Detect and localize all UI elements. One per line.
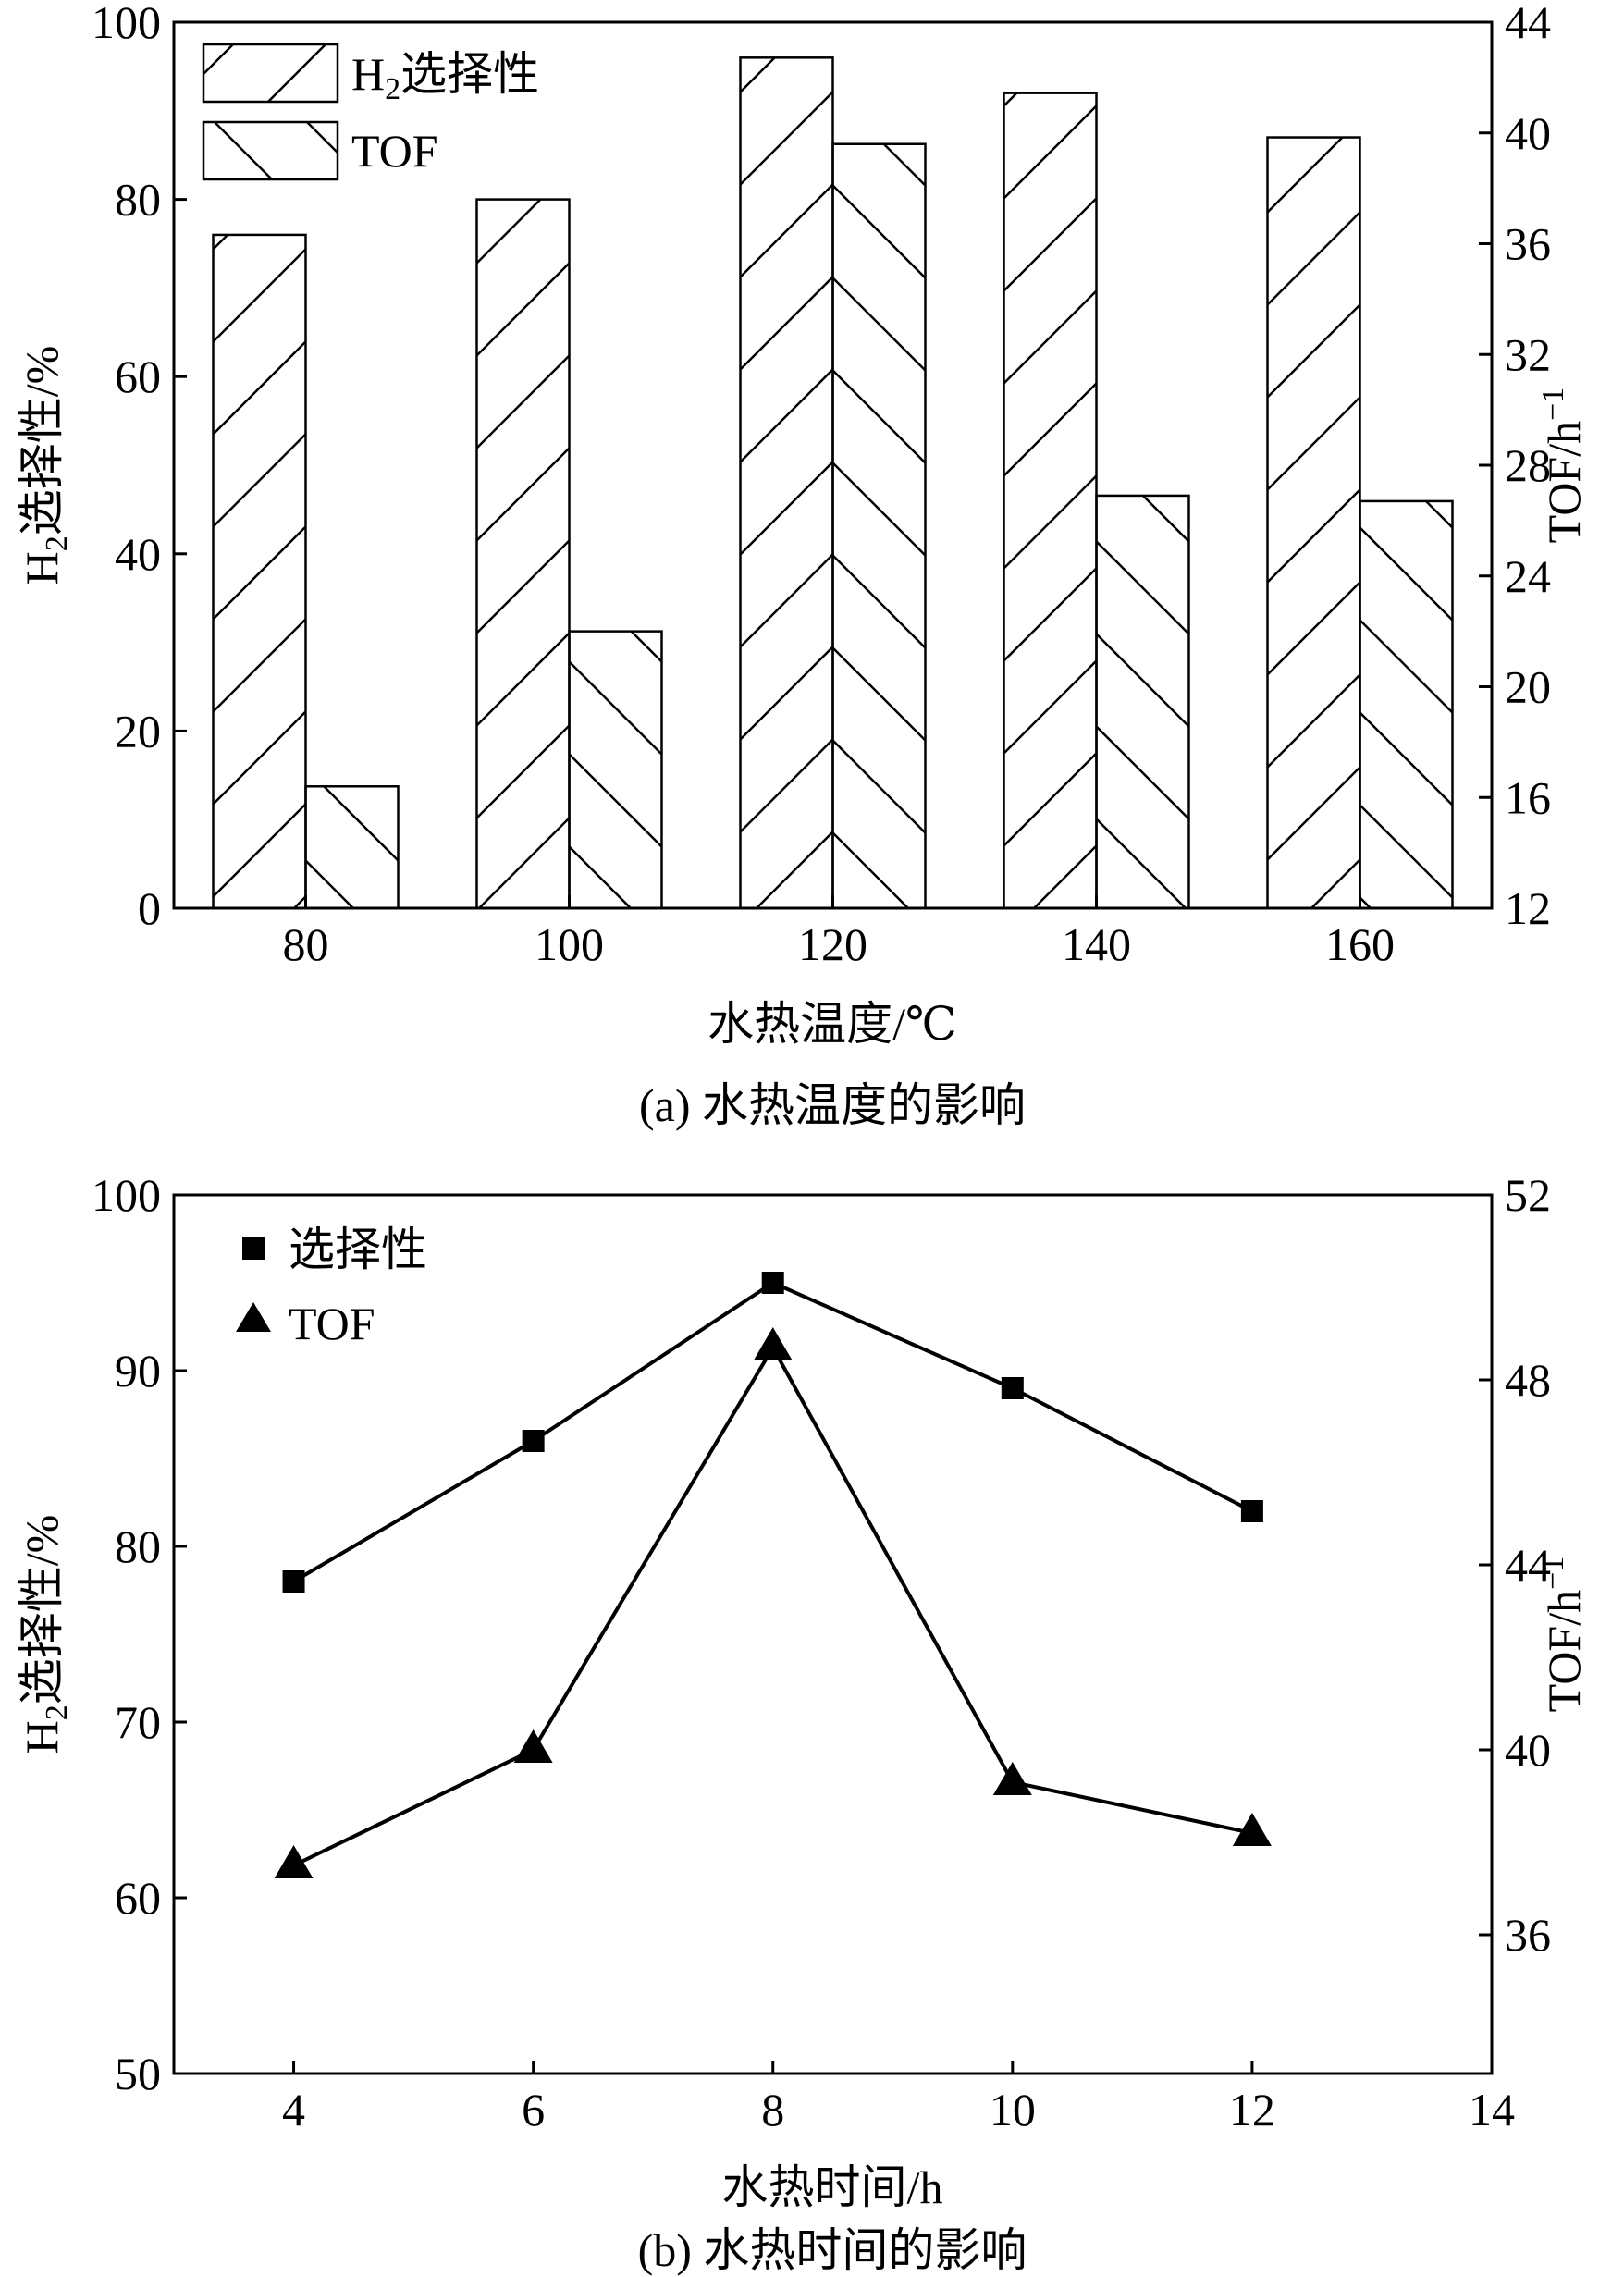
point-tof-10 <box>992 1762 1032 1795</box>
b-x-tick-label: 6 <box>522 2084 545 2135</box>
b-y2-tick-label: 52 <box>1505 1169 1551 1221</box>
a-y-tick-label: 0 <box>138 882 161 934</box>
bar-h2-selectivity-140 <box>1003 92 1098 910</box>
panel-a-bars <box>212 56 1454 910</box>
a-x-tick-label: 140 <box>1062 918 1131 970</box>
panel-b-lines <box>274 1272 1272 1878</box>
a-x-tick-label: 120 <box>798 918 867 970</box>
point-selectivity-4 <box>282 1570 305 1593</box>
a-y-tick-label: 40 <box>115 528 161 580</box>
bar-tof-160 <box>1359 499 1454 910</box>
a-y2-tick-label: 12 <box>1505 882 1551 934</box>
a-y2-tick-label: 40 <box>1505 107 1551 159</box>
a-x-tick-label: 160 <box>1325 918 1395 970</box>
point-selectivity-8 <box>761 1272 784 1294</box>
panel-b-legend: 选择性 TOF <box>236 1224 427 1349</box>
legend-label-tof: TOF <box>289 1298 375 1349</box>
a-y-tick-label: 20 <box>115 705 161 757</box>
a-x-tick-label: 100 <box>535 918 604 970</box>
legend-label-h2-selectivity: H2选择性 <box>351 48 539 106</box>
panel-a-temperature: 80 100 120 140 160 0 20 40 60 80 100 12 16 20 24 28 32… <box>16 0 1590 1131</box>
b-y-tick-label: 80 <box>115 1520 161 1572</box>
panel-b-y-ticks: 50 60 70 80 90 100 <box>92 1169 187 2099</box>
bar-tof-80 <box>304 785 400 910</box>
bar-tof-120 <box>831 142 927 910</box>
a-y2-tick-label: 24 <box>1505 550 1551 602</box>
panel-b-x-ticks: 4 6 8 10 12 14 <box>282 2061 1515 2135</box>
b-x-tick-label: 14 <box>1469 2084 1515 2135</box>
panel-b-y2-axis-title: TOF/h−1 <box>1536 1557 1590 1713</box>
a-y-tick-label: 80 <box>115 174 161 226</box>
b-y-tick-label: 90 <box>115 1345 161 1397</box>
legend-label-selectivity: 选择性 <box>289 1224 427 1275</box>
panel-a-y-axis-title: H2选择性/% <box>16 346 74 585</box>
point-selectivity-6 <box>522 1430 545 1452</box>
point-tof-12 <box>1232 1813 1272 1846</box>
a-y-tick-label: 60 <box>115 351 161 402</box>
panel-a-caption: (a) 水热温度的影响 <box>639 1079 1026 1131</box>
panel-b-x-axis-title: 水热时间/h <box>722 2161 943 2213</box>
legend-marker-triangle <box>236 1302 271 1332</box>
b-x-tick-label: 10 <box>990 2084 1036 2135</box>
point-tof-4 <box>274 1845 314 1878</box>
b-y2-tick-label: 40 <box>1505 1724 1551 1776</box>
panel-a-y-ticks: 0 20 40 60 80 100 <box>92 0 187 934</box>
b-y-tick-label: 70 <box>115 1696 161 1748</box>
b-x-tick-label: 12 <box>1229 2084 1275 2135</box>
panel-a-y2-axis-title: TOF/h−1 <box>1536 388 1590 544</box>
b-y-tick-label: 100 <box>92 1169 161 1221</box>
bar-tof-100 <box>568 630 663 910</box>
series-line-tof <box>292 1343 1253 1867</box>
legend-marker-square <box>242 1237 265 1260</box>
bar-h2-selectivity-100 <box>475 198 571 910</box>
panel-b-y2-ticks: 36 40 44 48 52 <box>1479 1169 1551 1961</box>
panel-a-x-ticks: 80 100 120 140 160 <box>283 895 1395 970</box>
bar-h2-selectivity-160 <box>1266 136 1361 910</box>
panel-a-legend: H2选择性 TOF <box>202 43 539 181</box>
b-y-tick-label: 50 <box>115 2048 161 2099</box>
a-y2-tick-label: 32 <box>1505 328 1551 380</box>
panel-b-plot-frame <box>172 1193 1494 2075</box>
bar-tof-140 <box>1095 494 1190 910</box>
a-y-tick-label: 100 <box>92 0 161 48</box>
panel-b-y-axis-title: H2选择性/% <box>16 1515 74 1754</box>
panel-b-caption: (b) 水热时间的影响 <box>638 2224 1027 2276</box>
a-y2-tick-label: 36 <box>1505 218 1551 270</box>
point-tof-6 <box>513 1729 553 1763</box>
b-x-tick-label: 8 <box>761 2084 784 2135</box>
a-y2-tick-label: 20 <box>1505 661 1551 713</box>
a-y2-tick-label: 16 <box>1505 771 1551 823</box>
b-y-tick-label: 60 <box>115 1872 161 1924</box>
legend-swatch-tof <box>202 120 339 181</box>
panel-a-y2-ticks: 12 16 20 24 28 32 36 40 44 <box>1479 0 1551 934</box>
b-y2-tick-label: 36 <box>1505 1909 1551 1961</box>
b-y2-tick-label: 48 <box>1505 1354 1551 1406</box>
point-selectivity-12 <box>1240 1500 1263 1522</box>
legend-swatch-h2-selectivity <box>202 43 339 104</box>
a-x-tick-label: 80 <box>283 918 329 970</box>
a-y2-tick-label: 44 <box>1505 0 1551 48</box>
point-selectivity-10 <box>1001 1377 1024 1399</box>
b-y2-tick-label: 44 <box>1505 1539 1551 1591</box>
legend-label-tof: TOF <box>351 125 438 177</box>
panel-a-x-axis-title: 水热温度/℃ <box>707 998 957 1050</box>
panel-b-time: 4 6 8 10 12 14 50 60 70 80 90 100 36 40 44 48 52 水热时间/… <box>16 1169 1590 2276</box>
point-tof-8 <box>753 1327 793 1360</box>
a-y2-tick-label: 28 <box>1505 439 1551 491</box>
bar-h2-selectivity-120 <box>739 56 834 910</box>
b-x-tick-label: 4 <box>282 2084 305 2135</box>
bar-h2-selectivity-80 <box>212 233 307 910</box>
